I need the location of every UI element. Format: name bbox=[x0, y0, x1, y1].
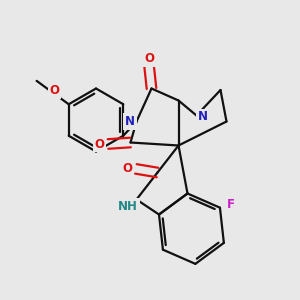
Text: N: N bbox=[125, 115, 135, 128]
Text: O: O bbox=[50, 84, 60, 97]
Text: NH: NH bbox=[118, 200, 138, 213]
Text: O: O bbox=[144, 52, 154, 65]
Text: O: O bbox=[122, 162, 133, 176]
Text: O: O bbox=[94, 137, 105, 151]
Text: N: N bbox=[198, 110, 208, 124]
Text: F: F bbox=[226, 198, 234, 211]
